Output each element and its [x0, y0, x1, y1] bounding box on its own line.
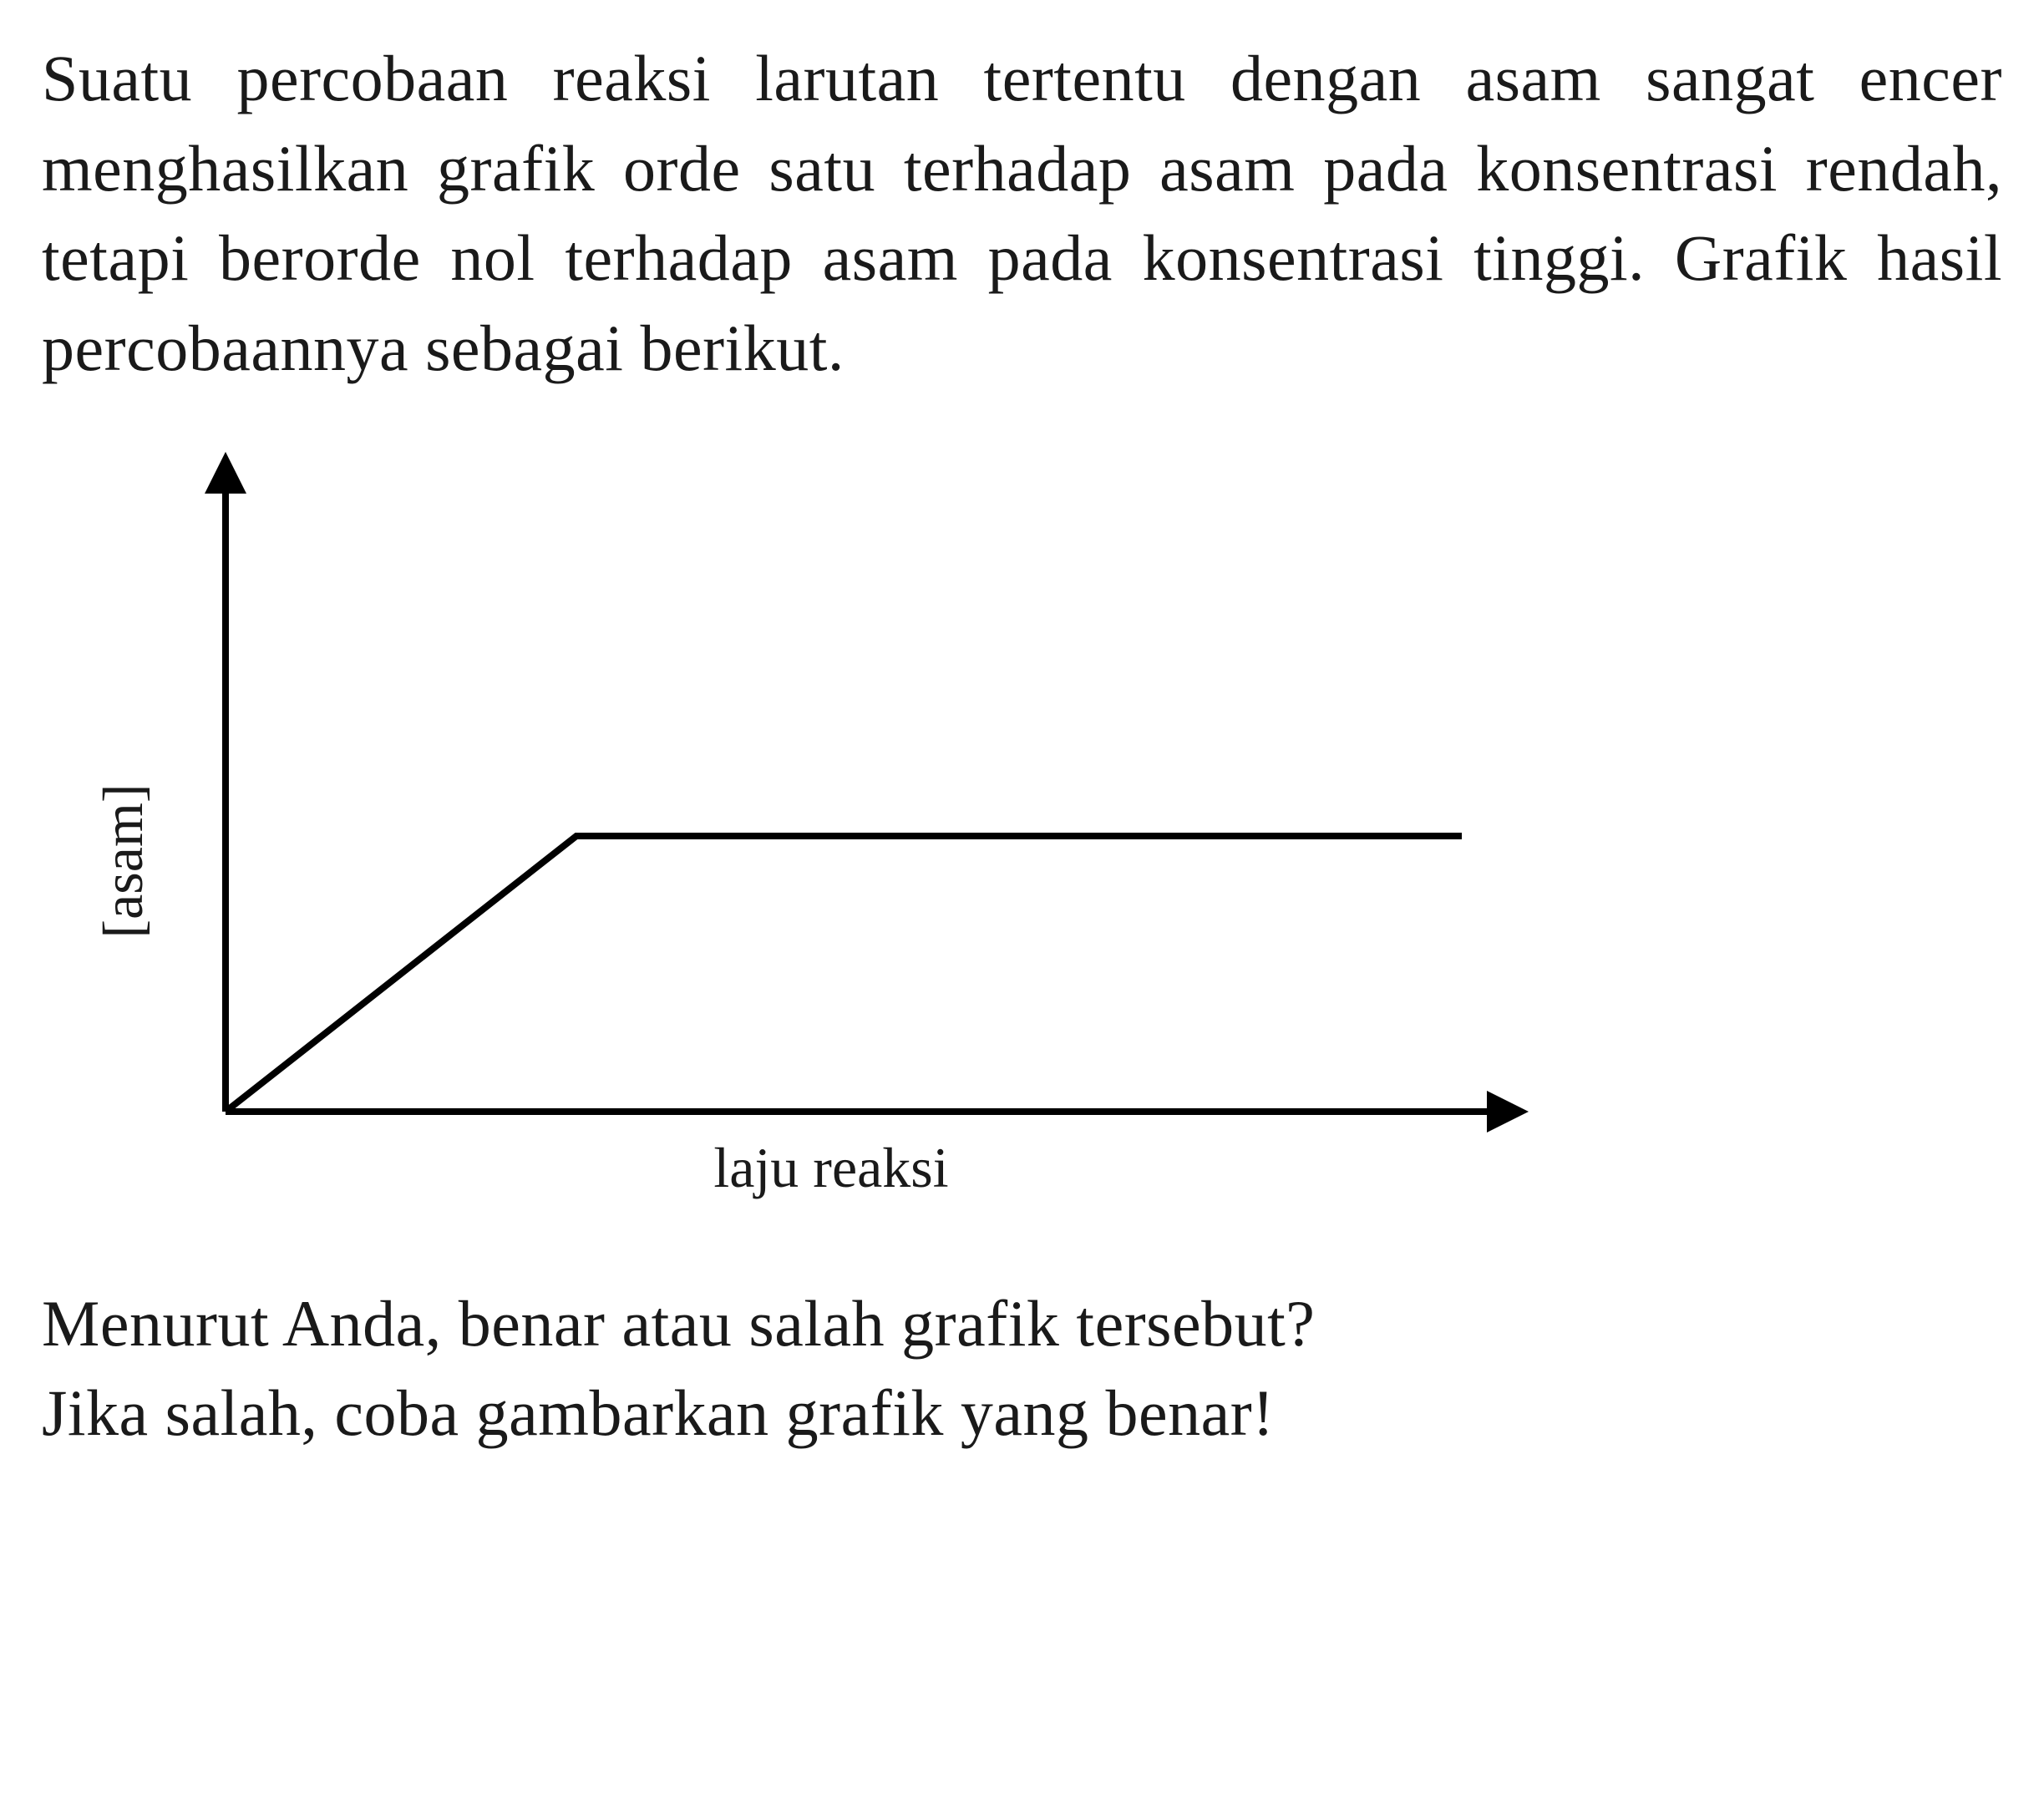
svg-text:laju reaksi: laju reaksi — [713, 1136, 948, 1199]
question-line-2: Jika salah, coba gambarkan grafik yang b… — [42, 1368, 2002, 1458]
chart-container: [asam] laju reaksi — [58, 427, 2002, 1262]
intro-paragraph: Suatu percobaan reaksi larutan tertentu … — [42, 33, 2002, 393]
svg-text:[asam]: [asam] — [91, 783, 155, 938]
question-line-1: Menurut Anda, benar atau salah grafik te… — [42, 1279, 2002, 1369]
reaction-rate-chart: [asam] laju reaksi — [58, 427, 1562, 1262]
